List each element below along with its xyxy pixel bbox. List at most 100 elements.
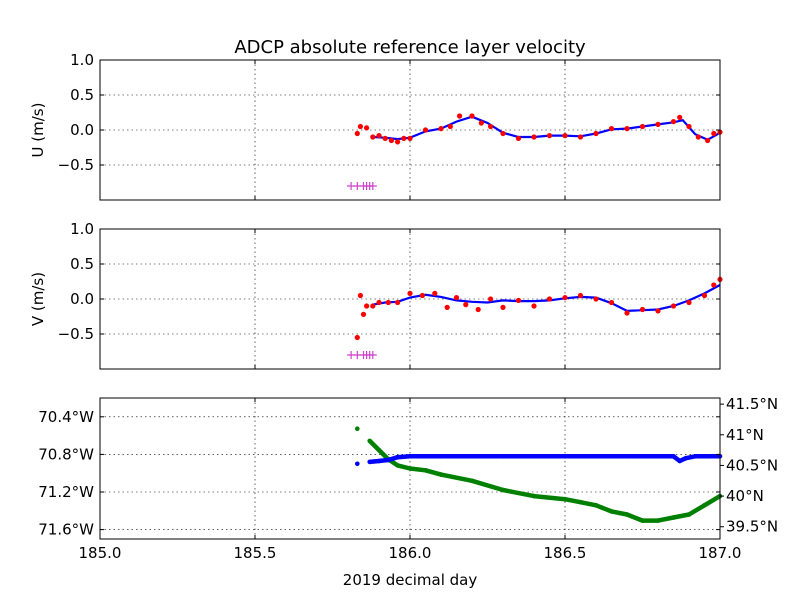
longitude-point-12 (683, 455, 689, 461)
x-tick-label-3: 186.5 (544, 544, 587, 562)
position-ytick-label-1: 70.8°W (38, 445, 94, 463)
x-tick-label-0: 185.0 (79, 544, 122, 562)
v-point-22 (593, 296, 599, 302)
x-tick-label-1: 185.5 (234, 544, 277, 562)
v-flag-5 (368, 351, 377, 359)
u-ytick-label-2: 0.5 (70, 86, 94, 104)
v-point-0 (354, 334, 360, 341)
longitude-point-6 (438, 454, 444, 459)
u-ytick-label-0: −0.5 (58, 156, 94, 174)
position-right-ytick-label-1: 41°N (726, 426, 764, 444)
v-point-25 (639, 306, 646, 313)
u-point-23 (593, 130, 599, 137)
u-point-6 (388, 137, 394, 144)
u-velocity-panel: −0.5 0.0 0.5 1.0 U (m/s) (29, 51, 723, 201)
position-right-ytick-label-3: 40°N (726, 487, 764, 505)
u-point-13 (457, 113, 463, 119)
position-right-ytick-label-0: 41.5°N (726, 395, 778, 413)
v-point-18 (531, 303, 537, 309)
v-point-24 (624, 310, 630, 316)
v-ytick-label-1: 0.0 (70, 290, 94, 308)
u-flag-5 (368, 182, 377, 190)
u-point-18 (515, 135, 522, 141)
v-ytick-label-3: 1.0 (70, 220, 94, 238)
latitude-point-20 (702, 503, 707, 508)
latitude-point-16 (640, 518, 645, 523)
v-data (347, 276, 723, 359)
latitude-point-6 (423, 468, 428, 473)
latitude-point-19 (686, 512, 692, 517)
position-right-ytick-label-4: 39.5°N (726, 518, 778, 536)
v-velocity-panel: −0.5 0.0 0.5 1.0 V (m/s) (29, 220, 723, 370)
u-point-1 (357, 123, 363, 130)
latitude-point-2 (376, 447, 382, 453)
latitude-point-13 (593, 503, 599, 508)
u-data (347, 113, 723, 190)
latitude-point-1 (367, 438, 373, 444)
longitude-point-7 (500, 454, 506, 459)
u-ytick-label-3: 1.0 (70, 51, 94, 69)
position-panel: 70.4°W 70.8°W 71.2°W 71.6°W 41.5°N 41°N 40.5°… (38, 395, 778, 562)
u-point-14 (469, 113, 475, 119)
u-point-9 (407, 135, 413, 141)
v-point-14 (475, 306, 481, 313)
u-point-31 (695, 134, 701, 140)
latitude-point-12 (578, 499, 583, 505)
v-yticks: −0.5 0.0 0.5 1.0 (58, 220, 721, 369)
u-point-26 (639, 123, 646, 130)
v-ytick-label-0: −0.5 (58, 325, 94, 343)
longitude-point-9 (624, 454, 630, 459)
x-axis-label: 2019 decimal day (343, 571, 478, 589)
x-tick-label-2: 186.0 (389, 544, 432, 562)
u-point-2 (364, 125, 370, 131)
v-point-20 (562, 295, 568, 301)
u-point-32 (705, 137, 711, 144)
longitude-point-13 (692, 454, 698, 459)
v-point-3 (364, 303, 370, 309)
longitude-point-4 (395, 454, 400, 460)
v-point-9 (419, 292, 425, 299)
v-point-16 (500, 304, 506, 310)
u-point-33 (711, 130, 717, 137)
latitude-point-10 (531, 493, 537, 499)
u-point-0 (354, 130, 360, 137)
v-point-28 (686, 299, 692, 306)
position-right-yticks: 41.5°N 41°N 40.5°N 40°N 39.5°N (720, 395, 778, 536)
v-point-7 (395, 299, 401, 306)
u-point-3 (370, 134, 376, 140)
v-point-26 (655, 308, 661, 314)
u-point-25 (624, 126, 630, 132)
u-point-21 (562, 133, 568, 139)
u-point-10 (422, 127, 429, 133)
longitude-point-1 (367, 459, 373, 465)
u-point-30 (686, 123, 692, 130)
longitude-point-5 (407, 454, 413, 459)
v-point-6 (385, 299, 391, 306)
latitude-point-17 (655, 518, 661, 523)
u-point-4 (376, 133, 382, 139)
v-point-4 (370, 303, 376, 309)
position-data (355, 426, 723, 523)
longitude-point-3 (386, 457, 391, 463)
x-tick-label-4: 187.0 (699, 544, 742, 562)
u-point-5 (382, 135, 388, 141)
v-point-5 (376, 299, 382, 306)
chart-title: ADCP absolute reference layer velocity (234, 37, 586, 58)
u-point-7 (395, 139, 401, 145)
u-point-28 (670, 119, 677, 125)
v-point-19 (546, 296, 553, 302)
latitude-point-5 (407, 466, 413, 471)
v-ytick-label-2: 0.5 (70, 255, 94, 273)
position-right-ytick-label-2: 40.5°N (726, 456, 778, 474)
latitude-point-18 (671, 515, 676, 520)
latitude-point-4 (395, 463, 400, 468)
v-point-21 (577, 292, 584, 299)
position-ytick-label-2: 71.2°W (38, 483, 94, 501)
u-point-12 (447, 123, 453, 130)
u-yticks: −0.5 0.0 0.5 1.0 (58, 51, 721, 200)
u-point-15 (478, 120, 484, 126)
v-point-10 (432, 290, 438, 296)
longitude-point-8 (562, 454, 568, 459)
position-xticks: 185.0 185.5 186.0 186.5 187.0 (79, 544, 742, 562)
longitude-point-10 (671, 454, 676, 459)
